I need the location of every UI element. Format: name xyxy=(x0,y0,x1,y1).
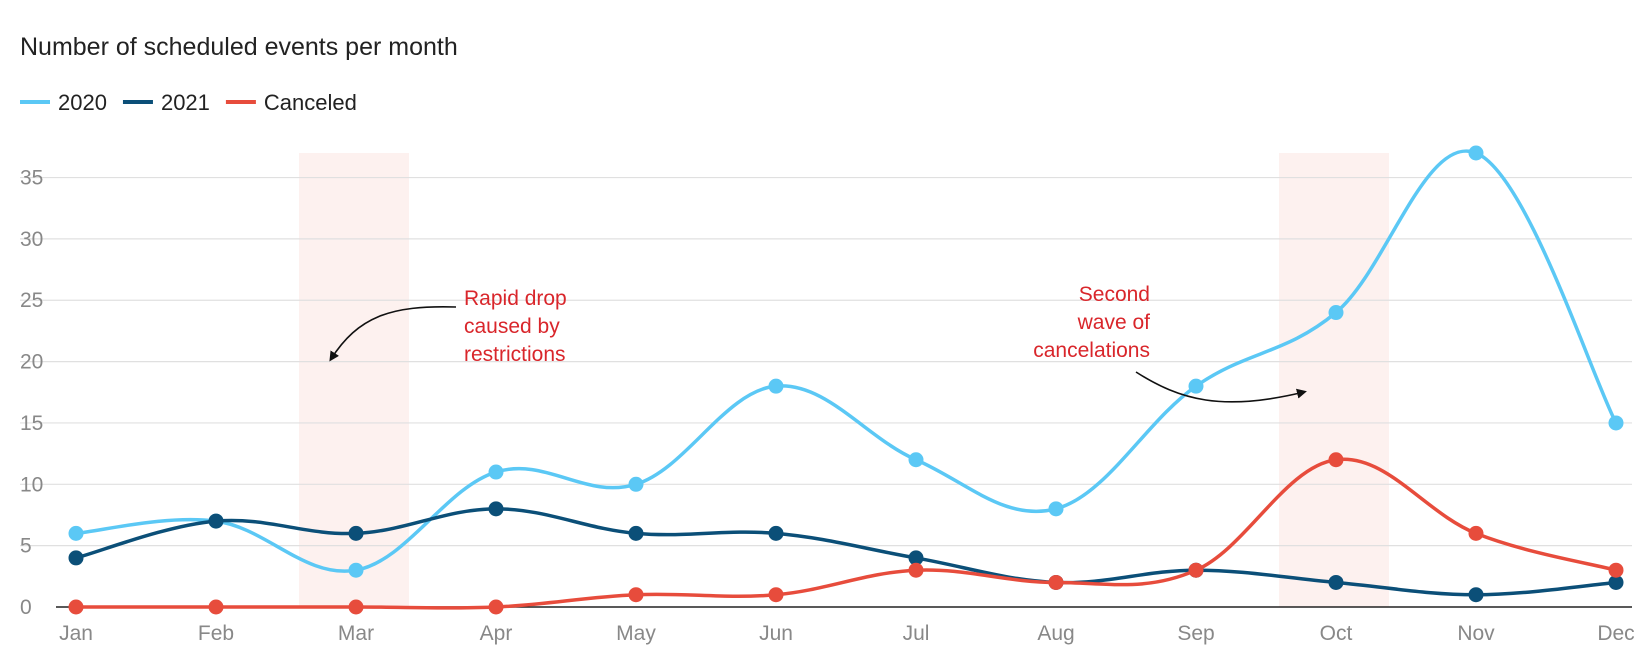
annotation-rapid-drop: Rapid drop caused by restrictions xyxy=(464,287,567,366)
y-tick-label: 35 xyxy=(20,167,43,190)
series-canceled xyxy=(68,452,1624,615)
data-point-2021-apr xyxy=(488,501,504,517)
data-point-2020-oct xyxy=(1328,305,1344,321)
data-point-2021-feb xyxy=(208,513,224,529)
x-axis-ticks: Jan Feb Mar Apr May Jun Jul Aug Sep Oct Nov Dec xyxy=(59,622,1635,645)
y-tick-label: 30 xyxy=(20,228,43,251)
data-point-2020-mar xyxy=(348,562,364,578)
data-point-2021-jun xyxy=(768,525,784,541)
data-point-2021-oct xyxy=(1328,574,1344,590)
y-tick-label: 5 xyxy=(20,535,32,558)
y-tick-label: 25 xyxy=(20,289,43,312)
data-point-2020-sep xyxy=(1188,378,1204,394)
data-point-2020-jan xyxy=(68,525,84,541)
x-tick-label: Oct xyxy=(1320,622,1353,645)
legend-label-2020: 2020 xyxy=(58,90,107,115)
series-line-2021 xyxy=(74,507,1618,597)
x-tick-label: Dec xyxy=(1597,622,1634,645)
data-point-2020-may xyxy=(628,476,644,492)
annotation-line: wave of xyxy=(1077,311,1151,334)
data-point-canceled-jul xyxy=(908,562,924,578)
y-tick-label: 0 xyxy=(20,596,32,619)
data-point-2020-nov xyxy=(1468,145,1484,161)
annotation-line: Second xyxy=(1079,283,1150,306)
annotation-line: cancelations xyxy=(1033,339,1150,362)
annotation-line: Rapid drop xyxy=(464,287,567,310)
legend-item-canceled: Canceled xyxy=(225,90,357,115)
data-point-canceled-dec xyxy=(1608,562,1624,578)
data-point-canceled-jun xyxy=(768,587,784,603)
y-tick-label: 20 xyxy=(20,351,43,374)
annotation-second-wave: Second wave of cancelations xyxy=(1033,283,1150,362)
data-point-2020-jun xyxy=(768,378,784,394)
gridlines xyxy=(20,176,1632,547)
annotation-line: caused by xyxy=(464,315,560,338)
x-tick-label: Jun xyxy=(759,622,793,645)
data-point-2020-dec xyxy=(1608,415,1624,431)
data-point-canceled-may xyxy=(628,587,644,603)
data-point-canceled-apr xyxy=(488,599,504,615)
data-point-2021-nov xyxy=(1468,587,1484,603)
x-tick-label: Jul xyxy=(903,622,930,645)
data-point-2020-jul xyxy=(908,452,924,468)
data-point-2020-apr xyxy=(488,464,504,480)
data-point-2021-jan xyxy=(68,550,84,566)
x-tick-label: Jan xyxy=(59,622,93,645)
data-point-canceled-sep xyxy=(1188,562,1204,578)
legend-label-2021: 2021 xyxy=(161,90,210,115)
chart-title: Number of scheduled events per month xyxy=(20,33,458,61)
x-tick-label: Sep xyxy=(1177,622,1214,645)
x-tick-label: May xyxy=(616,622,656,645)
series-lines xyxy=(68,145,1624,615)
data-point-canceled-nov xyxy=(1468,525,1484,541)
highlight-bands xyxy=(299,153,1389,607)
data-point-canceled-oct xyxy=(1328,452,1344,468)
data-point-2021-may xyxy=(628,525,644,541)
y-axis-ticks: 0 5 10 15 20 25 30 35 xyxy=(20,167,43,619)
annotation-arrow-second-wave xyxy=(1135,371,1307,403)
data-point-canceled-feb xyxy=(208,599,224,615)
legend-item-2021: 2021 xyxy=(122,90,210,115)
x-tick-label: Aug xyxy=(1037,622,1074,645)
annotations: Rapid drop caused by restrictions Second wa… xyxy=(329,283,1307,403)
annotation-line: restrictions xyxy=(464,343,566,366)
data-point-2021-jul xyxy=(908,550,924,566)
annotation-arrow-rapid-drop xyxy=(329,305,457,362)
data-point-2021-dec xyxy=(1608,574,1624,590)
highlight-band-oct xyxy=(1279,153,1389,607)
data-point-2020-aug xyxy=(1048,501,1064,517)
data-point-canceled-jan xyxy=(68,599,84,615)
x-tick-label: Mar xyxy=(338,622,374,645)
data-point-canceled-aug xyxy=(1048,574,1064,590)
y-tick-label: 15 xyxy=(20,412,43,435)
legend-label-canceled: Canceled xyxy=(264,90,357,115)
data-point-2021-mar xyxy=(348,525,364,541)
data-point-canceled-mar xyxy=(348,599,364,615)
x-tick-label: Feb xyxy=(198,622,234,645)
x-tick-label: Nov xyxy=(1457,622,1495,645)
legend-item-2020: 2020 xyxy=(20,90,107,115)
y-tick-label: 10 xyxy=(20,473,43,496)
x-tick-label: Apr xyxy=(480,622,513,645)
legend: 2020 2021 Canceled xyxy=(20,90,357,115)
